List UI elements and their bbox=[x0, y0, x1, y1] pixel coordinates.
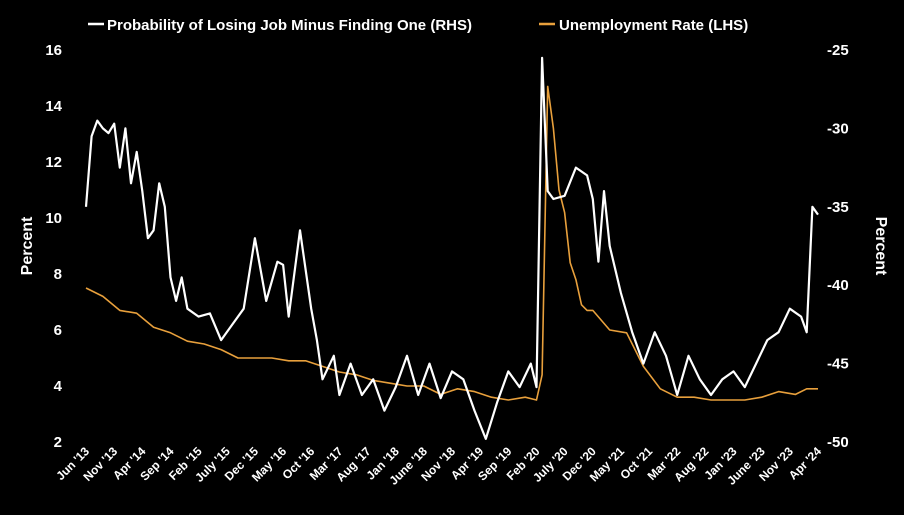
right-axis-ticks: -50 -45 -40 -35 -30 -25 bbox=[827, 42, 849, 451]
left-tick-label: 2 bbox=[54, 434, 62, 451]
left-tick-label: 4 bbox=[54, 378, 63, 395]
right-tick-label: -25 bbox=[827, 42, 849, 59]
left-axis-ticks: 2 4 6 8 10 12 14 16 bbox=[45, 42, 62, 451]
legend-label-lhs: Unemployment Rate (LHS) bbox=[559, 17, 748, 34]
left-tick-label: 12 bbox=[45, 154, 62, 171]
left-tick-label: 10 bbox=[45, 210, 62, 227]
right-tick-label: -40 bbox=[827, 277, 849, 294]
legend-label-rhs: Probability of Losing Job Minus Finding … bbox=[107, 17, 472, 34]
right-tick-label: -35 bbox=[827, 199, 849, 216]
left-tick-label: 16 bbox=[45, 42, 62, 59]
job-loss-minus-finding-line bbox=[84, 56, 819, 440]
right-axis-title: Percent bbox=[872, 217, 889, 276]
right-tick-label: -45 bbox=[827, 356, 849, 373]
left-tick-label: 14 bbox=[45, 98, 62, 115]
right-tick-label: -50 bbox=[827, 434, 849, 451]
right-tick-label: -30 bbox=[827, 120, 849, 137]
left-tick-label: 6 bbox=[54, 322, 62, 339]
left-tick-label: 8 bbox=[54, 266, 62, 283]
series-layer bbox=[84, 56, 819, 440]
unemployment-rate-line bbox=[85, 85, 818, 401]
legend: Probability of Losing Job Minus Finding … bbox=[88, 17, 748, 34]
left-axis-title: Percent bbox=[19, 216, 36, 275]
